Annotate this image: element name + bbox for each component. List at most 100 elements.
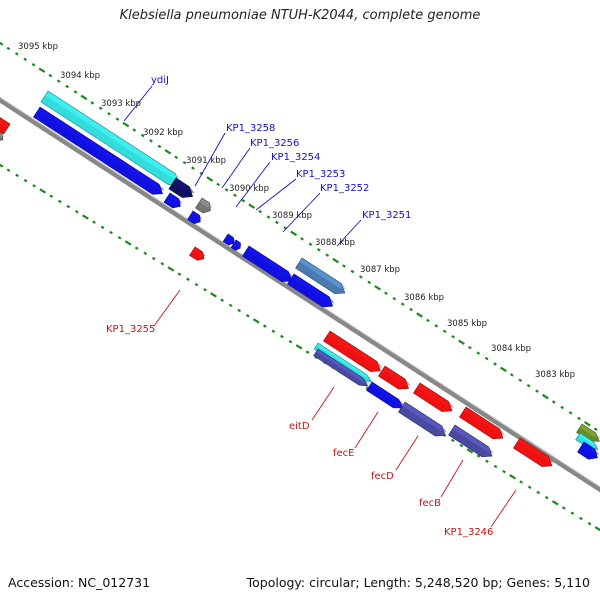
ruler-label: 3084 kbp (491, 344, 531, 354)
ruler-tick (476, 351, 481, 355)
ruler-tick (308, 242, 313, 247)
ruler-tick (544, 495, 549, 500)
gene-KP1_3255-red-edge (189, 246, 205, 261)
ruler-tick (476, 454, 481, 458)
label-group: 3095 kbp 3094 kbp 3093 kbp 3092 kbp 3091 kbp… (18, 42, 575, 538)
gene-blue-small-4-shine (234, 240, 242, 246)
ruler-tick (577, 416, 581, 421)
leader-reverse (395, 435, 419, 471)
gene-blue-small-2 (187, 210, 202, 224)
gene-blue-small-3-edge (222, 233, 235, 246)
ruler-tick (191, 166, 195, 170)
gene-fecD-slate-shine (402, 402, 448, 433)
ruler-tick (587, 521, 592, 526)
gene-features (0, 90, 600, 467)
leader-forward (255, 178, 297, 211)
ruler-tick (350, 269, 355, 274)
ruler-tick (245, 313, 250, 318)
gene-cyan-right-shine (578, 433, 600, 448)
ruler-tick (90, 101, 95, 105)
gene-blue-mid-edge (287, 273, 334, 308)
ruler-tick (100, 225, 105, 230)
ruler-tick (526, 383, 531, 388)
gene-label-forward: KP1_3256 (250, 138, 299, 149)
ruler-tick (15, 173, 19, 178)
gene-label-forward: KP1_3252 (320, 183, 369, 194)
ruler-tick (82, 214, 89, 220)
gene-blue-mid (287, 273, 335, 308)
map-title: Klebsiella pneumoniae NTUH-K2044, comple… (119, 8, 481, 23)
ruler-label: 3091 kbp (186, 156, 226, 166)
gene-blue-small-1 (163, 192, 183, 209)
gene-eitD-cyan-edge (313, 342, 373, 383)
gene-KP1_3258-gray-edge (195, 197, 211, 214)
ruler-tick (6, 168, 11, 172)
gene-blue-long-edge (33, 106, 163, 195)
gene-KP1_3252-steel-shine (299, 258, 347, 290)
ruler-tick (65, 84, 69, 89)
ruler-tick (177, 272, 182, 276)
ruler-tick (451, 335, 455, 339)
ruler-tick (182, 160, 187, 165)
ruler-tick (210, 292, 217, 298)
gene-blue-small-4-edge (230, 239, 241, 251)
gene-fecB-slate (448, 424, 494, 458)
ruler-tick (216, 182, 221, 187)
gene-KP1_3251-blue-edge (242, 245, 293, 282)
gene-KP1_3252-steel (295, 257, 347, 294)
ruler-tick (290, 230, 298, 237)
ruler-tick (493, 362, 497, 366)
leader-forward (282, 192, 321, 233)
gene-olive-edge (576, 423, 600, 442)
ruler-tick (0, 41, 4, 46)
ruler-label: 3094 kbp (60, 71, 100, 81)
ruler-tick (484, 356, 489, 361)
ruler-tick (80, 94, 88, 101)
gene-red-4-shine (463, 407, 505, 436)
gene-red-2-edge (378, 365, 409, 390)
ruler-label: 3093 kbp (101, 99, 141, 109)
ruler-tick (194, 282, 199, 287)
ruler-tick (450, 438, 455, 443)
ruler-tick (305, 350, 310, 354)
gene-edge-red (0, 113, 11, 135)
ruler-tick (459, 443, 464, 448)
gene-edge-gray-shine (0, 128, 5, 138)
ruler-tick (593, 427, 598, 431)
ruler-tick (374, 285, 381, 291)
ruler-tick (228, 303, 233, 308)
ruler-tick (442, 329, 447, 334)
ruler-tick (23, 57, 28, 62)
gene-blue-small-3-shine (226, 234, 236, 241)
ruler-label: 3087 kbp (360, 265, 400, 275)
ruler-tick (252, 318, 260, 324)
gene-blue-small-1-shine (167, 193, 183, 204)
gene-red-3-shine (417, 383, 454, 408)
ruler-tick (56, 79, 61, 83)
gene-KP1_3258-gray (195, 197, 213, 214)
gene-red-1-edge (323, 330, 381, 372)
gene-navy (168, 177, 195, 198)
ruler-tick (174, 155, 179, 159)
gene-fecB-slate-edge (448, 424, 493, 458)
ruler-tick (468, 345, 472, 350)
ruler-tick (527, 485, 532, 489)
ruler-tick (485, 459, 489, 463)
gene-label-reverse: fecE (333, 448, 355, 459)
ruler-tick (224, 188, 229, 192)
gene-ydiJ-cyan-shine (45, 91, 181, 181)
ruler-tick (568, 411, 573, 415)
gene-eitD-slate (313, 348, 370, 387)
ruler-tick (536, 490, 541, 495)
ruler-label: 3088 kbp (315, 238, 355, 248)
gene-blue-right-shine (581, 442, 600, 455)
ruler-tick (140, 133, 145, 138)
ruler-tick (92, 220, 96, 224)
ruler-tick (220, 298, 224, 302)
ruler-tick (542, 393, 549, 400)
gene-edge-red-shine (0, 113, 11, 129)
ruler-tick (493, 464, 498, 469)
gene-edge-red-body (0, 115, 11, 135)
gene-label-reverse: fecD (371, 471, 394, 482)
